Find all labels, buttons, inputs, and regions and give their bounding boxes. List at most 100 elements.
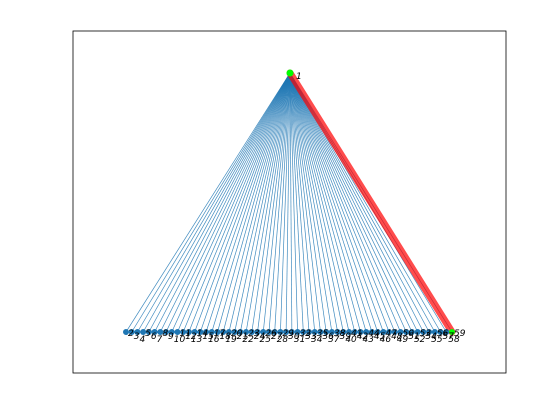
leaf-label: 56 <box>437 329 449 339</box>
leaf-label: 40 <box>345 335 357 345</box>
edge <box>280 72 291 333</box>
leaf-node <box>306 329 313 335</box>
leaf-label: 20 <box>231 329 243 339</box>
edge <box>205 72 291 333</box>
node-label-layer: 12 3 45 6 78 9 1011121314151617181920212223242… <box>128 72 466 345</box>
leaf-node <box>408 329 415 335</box>
leaf-label: 14 <box>197 329 209 339</box>
leaf-node <box>271 329 278 335</box>
leaf-node <box>277 329 284 335</box>
leaf-label: 19 <box>225 335 237 345</box>
leaf-label: 8 <box>162 329 168 339</box>
leaf-node <box>140 329 147 335</box>
leaf-label: 46 <box>380 335 392 345</box>
leaf-label: 43 <box>362 335 374 345</box>
leaf-node <box>163 329 170 335</box>
edge <box>200 72 291 333</box>
leaf-label: 59 <box>454 329 466 339</box>
leaf-node <box>420 329 427 335</box>
edge <box>289 72 338 333</box>
edge <box>289 72 373 333</box>
edge <box>289 72 390 333</box>
edge <box>289 72 367 333</box>
edge <box>125 72 291 333</box>
edge <box>289 72 350 333</box>
leaf-node <box>157 329 164 335</box>
edge <box>160 72 291 333</box>
leaf-node <box>220 329 227 335</box>
leaf-label: 32 <box>300 329 312 339</box>
leaf-node <box>225 329 232 335</box>
leaf-label: 35 <box>317 329 329 339</box>
edge <box>245 72 291 333</box>
edge-layer <box>125 72 453 333</box>
edge <box>289 72 418 333</box>
highlight-path-layer <box>286 69 456 336</box>
edge <box>171 72 291 333</box>
leaf-node <box>214 329 221 335</box>
edge <box>289 72 356 333</box>
leaf-node <box>414 329 421 335</box>
leaf-node <box>237 329 244 335</box>
edge <box>217 72 291 333</box>
leaf-label: 36 <box>322 332 334 342</box>
leaf-label: 45 <box>374 332 386 342</box>
edge <box>289 72 396 333</box>
leaf-node <box>283 329 290 335</box>
leaf-node <box>128 329 135 335</box>
edge <box>289 72 413 333</box>
edge <box>289 72 401 333</box>
leaf-node <box>185 329 192 335</box>
leaf-label: 53 <box>420 329 432 339</box>
leaf-label: 44 <box>368 329 380 339</box>
leaf-node <box>374 329 381 335</box>
edge <box>289 72 407 333</box>
edge <box>274 72 291 333</box>
leaf-node <box>311 329 318 335</box>
leaf-node <box>254 329 261 335</box>
leaf-node <box>123 329 129 335</box>
leaf-label: 30 <box>288 332 300 342</box>
leaf-label: 26 <box>265 329 277 339</box>
edge <box>154 72 291 333</box>
leaf-node <box>208 329 215 335</box>
leaf-label: 2 <box>128 329 134 339</box>
leaf-node <box>151 329 158 335</box>
leaf-label: 22 <box>242 335 254 345</box>
leaf-node <box>380 329 387 335</box>
leaf-node <box>265 329 272 335</box>
edge <box>289 72 310 333</box>
leaf-label: 38 <box>334 329 346 339</box>
hub-node <box>286 69 294 77</box>
node-layer <box>123 69 455 335</box>
leaf-label: 51 <box>408 332 419 342</box>
leaf-label: 17 <box>214 329 226 339</box>
leaf-node <box>191 329 198 335</box>
leaf-label: 58 <box>448 335 460 345</box>
axes-frame <box>72 30 507 374</box>
leaf-node <box>145 329 152 335</box>
leaf-label: 39 <box>340 332 352 342</box>
edge <box>211 72 291 333</box>
edge <box>289 72 344 333</box>
leaf-label: 54 <box>425 332 437 342</box>
leaf-label: 9 <box>168 332 174 342</box>
leaf-label: 28 <box>277 335 289 345</box>
leaf-label: 23 <box>248 329 260 339</box>
leaf-node <box>334 329 341 335</box>
leaf-node <box>203 329 210 335</box>
leaf-label: 31 <box>294 335 305 345</box>
edge <box>289 72 378 333</box>
leaf-node <box>260 329 267 335</box>
leaf-node <box>328 329 335 335</box>
leaf-label: 37 <box>328 335 340 345</box>
edge <box>165 72 291 333</box>
leaf-node <box>443 329 450 335</box>
leaf-node <box>431 329 438 335</box>
edge <box>289 72 321 333</box>
edge <box>289 72 384 333</box>
edge <box>289 72 424 333</box>
leaf-label: 3 <box>134 332 140 342</box>
leaf-node <box>134 329 141 335</box>
